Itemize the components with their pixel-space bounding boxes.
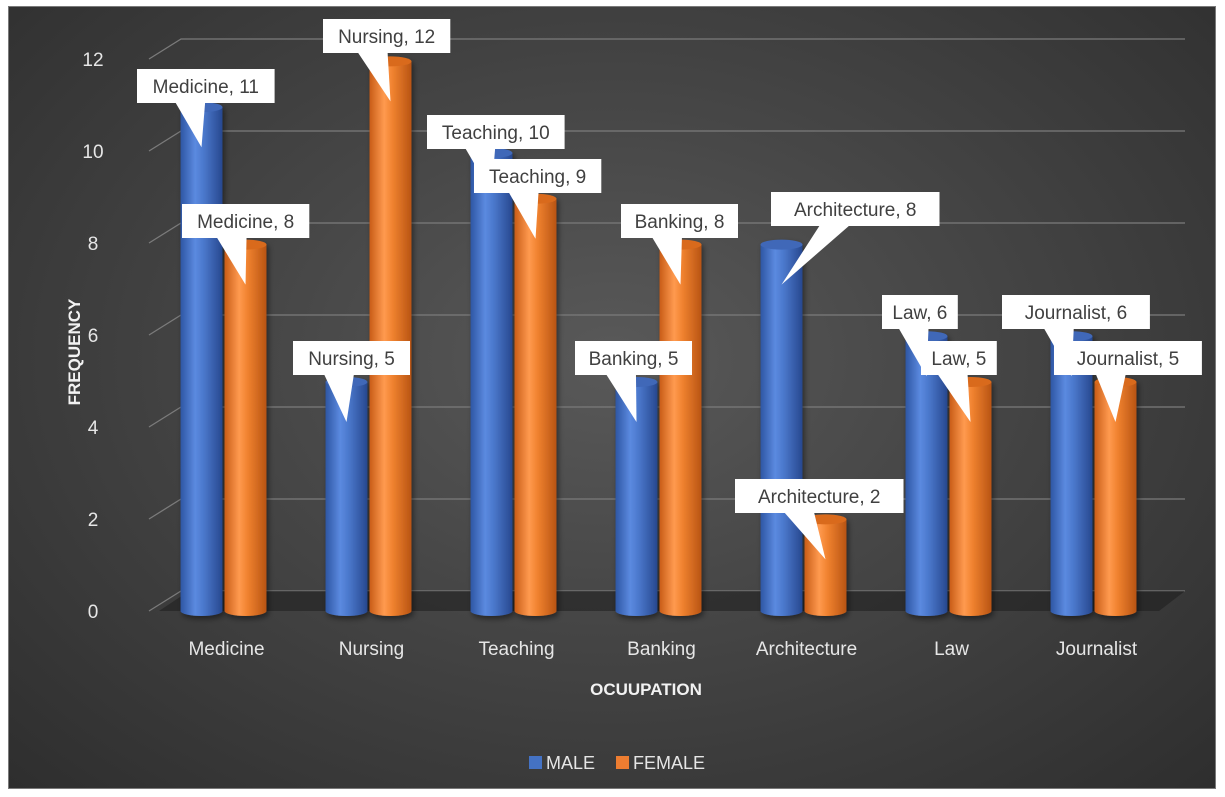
bar-male xyxy=(180,102,223,616)
bar-male xyxy=(470,148,513,616)
bar-male xyxy=(615,377,658,616)
bar-female xyxy=(224,239,267,616)
data-label: Architecture, 8 xyxy=(794,200,917,221)
legend-swatch-male xyxy=(529,756,542,769)
y-tick-label: 10 xyxy=(82,142,103,163)
data-label-callout: Journalist, 5 xyxy=(1054,341,1202,422)
data-label-callout: Medicine, 11 xyxy=(137,69,275,148)
chart-area: 0 2 4 6 8 10 12 Medicine Nursing Teaching Banking A… xyxy=(8,6,1216,789)
x-tick-label: Law xyxy=(934,639,969,660)
data-label: Teaching, 9 xyxy=(489,167,586,188)
data-label: Nursing, 12 xyxy=(338,27,435,48)
bar-female xyxy=(949,377,992,616)
data-label-callout: Banking, 5 xyxy=(575,341,692,422)
y-tick-label: 12 xyxy=(82,50,103,71)
data-label-callout: Nursing, 5 xyxy=(293,341,410,422)
legend: MALE FEMALE xyxy=(529,753,705,773)
legend-label-male: MALE xyxy=(546,753,595,773)
y-tick-label: 6 xyxy=(88,326,99,347)
data-label: Law, 6 xyxy=(892,303,947,324)
gridline xyxy=(148,130,1185,152)
data-label-callout: Teaching, 9 xyxy=(474,159,602,239)
data-label-callout: Nursing, 12 xyxy=(323,19,451,102)
bar-female xyxy=(659,239,702,616)
data-label: Nursing, 5 xyxy=(308,349,395,370)
bar-chart: 0 2 4 6 8 10 12 Medicine Nursing Teaching Banking A… xyxy=(65,19,1202,773)
bar-female xyxy=(514,193,557,617)
data-label-callout: Medicine, 8 xyxy=(182,204,310,285)
data-label-callout: Architecture, 2 xyxy=(735,479,904,560)
y-tick-label: 0 xyxy=(88,602,99,623)
data-label: Architecture, 2 xyxy=(758,487,881,508)
x-tick-label: Banking xyxy=(627,639,696,660)
data-label: Teaching, 10 xyxy=(442,123,550,144)
x-axis-title: OCUUPATION xyxy=(590,680,702,699)
y-tick-label: 2 xyxy=(88,510,99,531)
x-tick-label: Architecture xyxy=(756,639,857,660)
data-label: Journalist, 6 xyxy=(1025,303,1127,324)
x-tick-label: Teaching xyxy=(478,639,554,660)
data-label: Medicine, 11 xyxy=(153,77,259,98)
x-tick-label: Journalist xyxy=(1056,639,1138,660)
y-tick-label: 8 xyxy=(88,234,99,255)
data-label: Law, 5 xyxy=(931,349,986,370)
data-label-callout: Architecture, 8 xyxy=(771,192,940,285)
y-axis-title: FREQUENCY xyxy=(65,298,84,405)
bar-male xyxy=(760,239,803,616)
data-label: Banking, 8 xyxy=(635,212,725,233)
bar-female xyxy=(369,56,412,616)
x-tick-label: Medicine xyxy=(188,639,264,660)
data-label: Medicine, 8 xyxy=(197,212,294,233)
y-tick-label: 4 xyxy=(88,418,99,439)
legend-swatch-female xyxy=(616,756,629,769)
data-label: Banking, 5 xyxy=(589,349,679,370)
gridline xyxy=(148,38,1185,60)
legend-label-female: FEMALE xyxy=(633,753,705,773)
data-label-callout: Law, 5 xyxy=(921,341,997,422)
data-label: Journalist, 5 xyxy=(1077,349,1179,370)
data-label-callout: Banking, 8 xyxy=(621,204,738,285)
x-tick-label: Nursing xyxy=(339,639,404,660)
